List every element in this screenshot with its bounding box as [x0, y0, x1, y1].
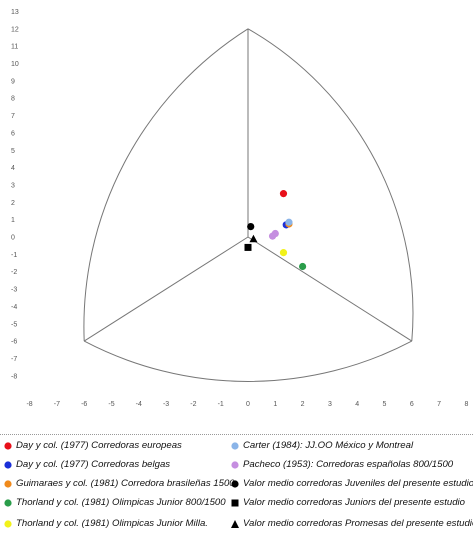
- x-tick-label: -2: [190, 401, 196, 408]
- legend-label: Valor medio corredoras Juniors del prese…: [243, 497, 466, 508]
- legend-label: Carter (1984): JJ.OO México y Montreal: [243, 440, 414, 451]
- endomorph-arc: [83, 28, 249, 342]
- y-tick-label: 9: [11, 78, 15, 85]
- y-tick-label: 13: [11, 9, 19, 16]
- y-tick-label: -5: [11, 321, 17, 328]
- green-circle-marker: [4, 499, 12, 507]
- black-circle-marker: [231, 480, 239, 488]
- y-tick-label: -2: [11, 269, 17, 276]
- y-tick-label: 2: [11, 200, 15, 207]
- legend-label: Pacheco (1953): Corredoras españolas 800…: [243, 459, 454, 470]
- data-point-circle: [285, 218, 293, 226]
- x-tick-label: 8: [464, 401, 468, 408]
- legend-label: Valor medio corredoras Promesas del pres…: [243, 518, 473, 529]
- y-tick-label: 0: [11, 235, 15, 242]
- x-tick-label: 1: [273, 401, 277, 408]
- x-tick-label: 2: [301, 401, 305, 408]
- x-tick-label: -4: [136, 401, 142, 408]
- data-points: [244, 190, 307, 271]
- somatochart-frame: [83, 28, 414, 382]
- y-tick-label: -7: [11, 356, 17, 363]
- x-tick-label: -7: [54, 401, 60, 408]
- data-point-triangle: [249, 234, 258, 243]
- legend-label: Guimaraes y col. (1981) Corredora brasil…: [16, 478, 235, 489]
- y-tick-label: 4: [11, 165, 15, 172]
- x-tick-label: 7: [437, 401, 441, 408]
- x-tick-label: 0: [246, 401, 250, 408]
- black-triangle-marker: [231, 520, 239, 528]
- legend-item-thorland-800-1500: Thorland y col. (1981) Olimpicas Junior …: [4, 497, 226, 509]
- legend-label: Valor medio corredoras Juveniles del pre…: [243, 478, 473, 489]
- x-tick-label: 6: [410, 401, 414, 408]
- x-tick-label: -3: [163, 401, 169, 408]
- legend-label: Thorland y col. (1981) Olimpicas Junior …: [16, 497, 226, 508]
- ectomorph-arc: [83, 340, 413, 382]
- y-tick-label: -1: [11, 252, 17, 259]
- yellow-circle-marker: [4, 520, 12, 528]
- y-tick-label: 8: [11, 96, 15, 103]
- y-tick-label: 1: [11, 217, 15, 224]
- x-tick-label: -1: [218, 401, 224, 408]
- y-tick-label: 12: [11, 26, 19, 33]
- x-tick-label: 3: [328, 401, 332, 408]
- legend-item-carter: Carter (1984): JJ.OO México y Montreal: [231, 440, 414, 452]
- y-tick-label: 10: [11, 61, 19, 68]
- x-tick-label: -6: [81, 401, 87, 408]
- black-square-marker: [231, 499, 239, 507]
- x-axis-ticks: -8 -7 -6 -5 -4 -3 -2 -1 0 1 2 3 4 5 6 7 8: [26, 401, 468, 408]
- legend-label: Thorland y col. (1981) Olimpicas Junior …: [16, 518, 208, 529]
- orange-circle-marker: [4, 480, 12, 488]
- y-tick-label: 6: [11, 130, 15, 137]
- data-point-circle: [299, 262, 307, 271]
- legend-item-day-belgas: Day y col. (1977) Corredoras belgas: [4, 459, 171, 471]
- legend-item-guimaraes: Guimaraes y col. (1981) Corredora brasil…: [4, 478, 235, 490]
- y-tick-label: -3: [11, 287, 17, 294]
- red-circle-marker: [4, 442, 12, 450]
- y-tick-label: -8: [11, 373, 17, 380]
- y-tick-label: -4: [11, 304, 17, 311]
- data-point-square: [244, 243, 252, 251]
- data-point-circle: [279, 190, 288, 198]
- legend-item-thorland-milla: Thorland y col. (1981) Olimpicas Junior …: [4, 518, 208, 530]
- x-tick-label: 4: [355, 401, 359, 408]
- data-point-circle: [247, 222, 255, 231]
- legend-item-juniors: Valor medio corredoras Juniors del prese…: [231, 497, 466, 509]
- legend: Day y col. (1977) Corredoras europeas Da…: [0, 434, 473, 539]
- legend-item-juveniles: Valor medio corredoras Juveniles del pre…: [231, 478, 473, 490]
- data-point-circle: [279, 249, 288, 257]
- y-tick-label: 11: [11, 44, 18, 51]
- violet-circle-marker: [231, 461, 239, 469]
- blue-circle-marker: [4, 461, 12, 469]
- x-tick-label: 5: [383, 401, 387, 408]
- y-tick-label: 5: [11, 148, 15, 155]
- y-tick-label: -6: [11, 339, 17, 346]
- left-axis: [83, 236, 249, 342]
- legend-label: Day y col. (1977) Corredoras europeas: [16, 440, 182, 451]
- y-tick-label: 7: [11, 113, 15, 120]
- right-axis: [247, 236, 413, 342]
- y-tick-label: 3: [11, 182, 15, 189]
- mesomorph-arc: [247, 28, 414, 342]
- legend-item-promesas: Valor medio corredoras Promesas del pres…: [231, 518, 473, 530]
- data-point-circle: [271, 229, 279, 238]
- legend-label: Day y col. (1977) Corredoras belgas: [16, 459, 171, 470]
- legend-item-day-europeas: Day y col. (1977) Corredoras europeas: [4, 440, 182, 452]
- legend-item-pacheco: Pacheco (1953): Corredoras españolas 800…: [231, 459, 454, 471]
- x-tick-label: -5: [108, 401, 114, 408]
- light-blue-circle-marker: [231, 442, 239, 450]
- x-tick-label: -8: [26, 401, 32, 408]
